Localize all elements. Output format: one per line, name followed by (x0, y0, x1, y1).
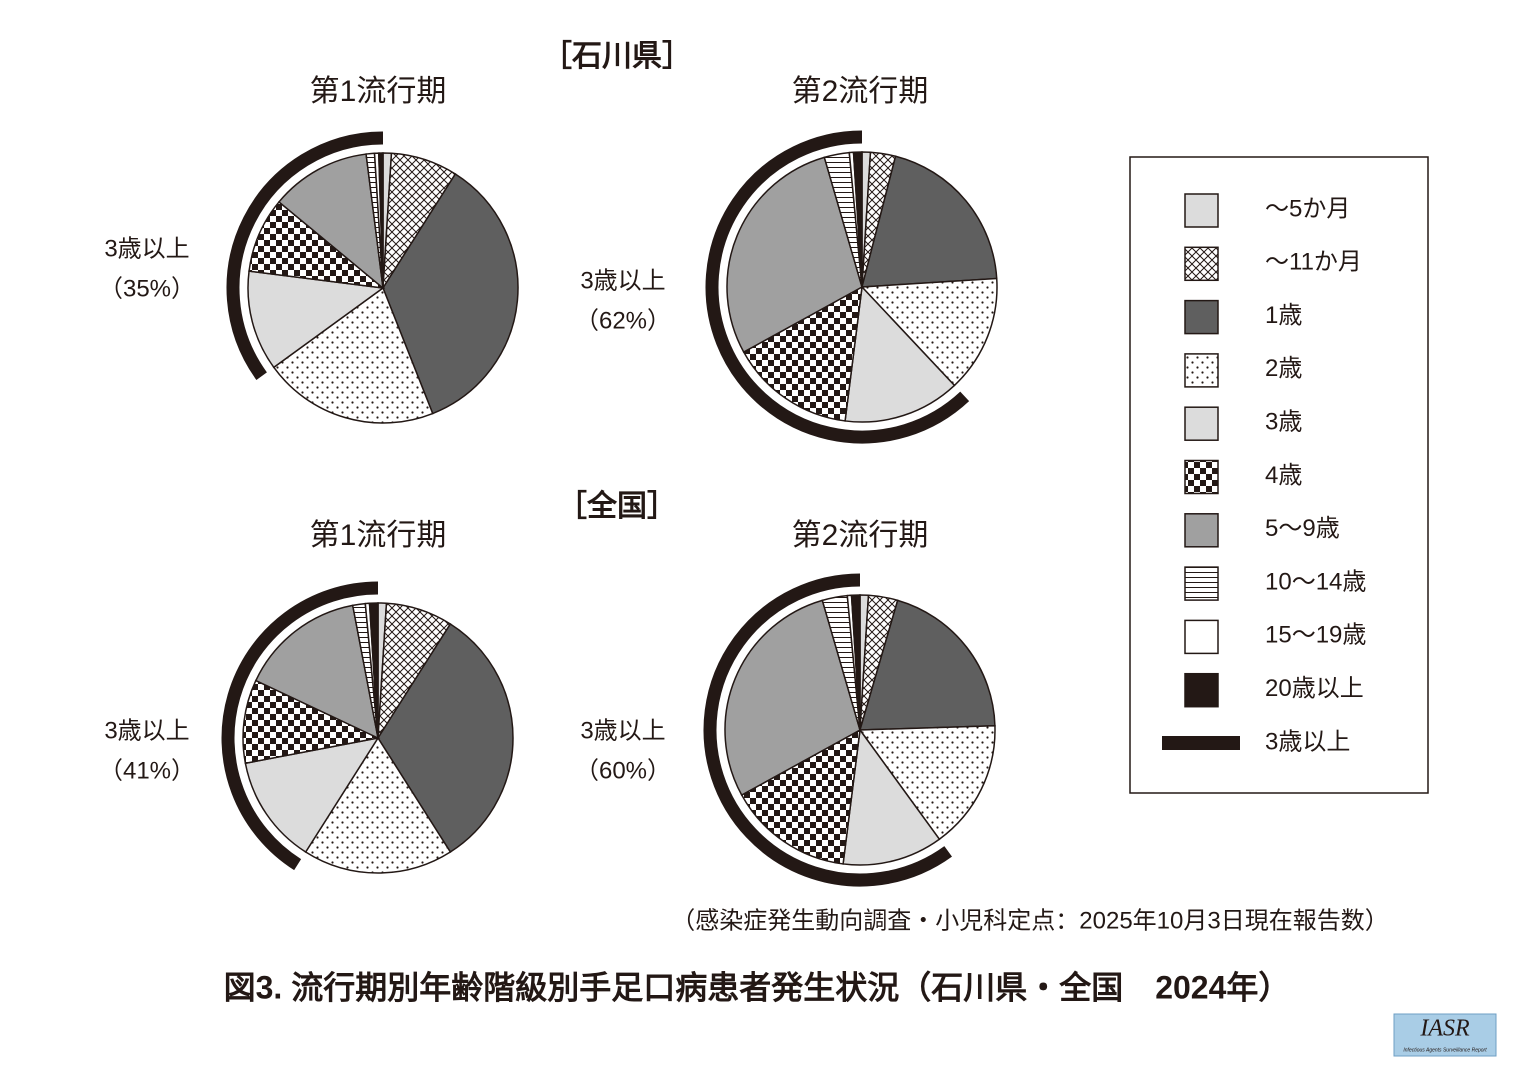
pie-slice (254, 604, 380, 740)
pie-slice (858, 599, 996, 731)
pie-slice (724, 599, 861, 797)
pie-slice (860, 277, 998, 387)
legend-label: 2歳 (1265, 355, 1302, 382)
legend-label: 10～14歳 (1265, 568, 1366, 595)
pie-slice (377, 152, 384, 289)
legend-swatch (1184, 672, 1219, 708)
legend-label: 15～19歳 (1265, 622, 1366, 649)
pie-slice (858, 724, 996, 841)
pie-slice (382, 172, 519, 415)
bracket-value: （41%） (99, 757, 195, 784)
legend-box (1129, 156, 1429, 794)
bracket-value: （60%） (575, 757, 671, 784)
pie-slice (368, 602, 379, 739)
figure-title: 図3. 流行期別年齢階級別手足口病患者発生状況（石川県・全国 2024年） (224, 969, 1291, 1005)
pie-slice (377, 622, 514, 854)
source-note: （感染症発生動向調査・小児科定点：2025年10月3日現在報告数） (671, 907, 1388, 934)
pie-slice (242, 679, 381, 765)
pie-slice (842, 728, 941, 866)
legend-label: 3歳以上 (1265, 728, 1350, 755)
logo-subtitle: Infectious Agents Surveillance Report (1403, 1047, 1487, 1053)
pie-slice (850, 594, 861, 731)
bracket-value: （62%） (575, 307, 671, 334)
bracket-value: （35%） (99, 275, 195, 302)
pie-slice (726, 156, 863, 354)
age-bracket-arc (226, 131, 384, 380)
pie-title: 第1流行期 (310, 75, 447, 108)
legend-swatch (1184, 299, 1219, 335)
logo-title: IASR (1419, 1016, 1470, 1042)
pie-slice (247, 270, 385, 369)
legend-swatch (1184, 193, 1219, 228)
pie-title: 第2流行期 (792, 519, 929, 552)
legend-label: 1歳 (1265, 302, 1302, 329)
pie-slice (844, 285, 956, 423)
legend-swatch (1184, 246, 1219, 282)
legend-swatch (1184, 566, 1219, 601)
pie-slice (244, 736, 380, 854)
pie-slice (742, 285, 863, 422)
legend-swatch (1184, 513, 1219, 548)
legend-swatch (1184, 459, 1219, 495)
age-bracket-arc (705, 130, 970, 444)
age-bracket-arc (703, 573, 952, 887)
bracket-label: 3歳以上 (580, 267, 665, 294)
group-label: ［全国］ (557, 489, 677, 523)
pie-slice (272, 286, 434, 424)
bracket-label: 3歳以上 (104, 235, 189, 262)
legend-label: 20歳以上 (1265, 675, 1364, 702)
legend-swatch (1184, 406, 1219, 441)
pie-slice (304, 736, 452, 874)
legend-swatch (1184, 619, 1219, 655)
pie-slice (861, 155, 998, 288)
legend-swatch (1184, 353, 1219, 388)
pie-slice (852, 151, 863, 288)
bracket-label: 3歳以上 (104, 717, 189, 744)
legend-label: 4歳 (1265, 462, 1302, 489)
logo-box (1393, 1013, 1497, 1057)
group-label: ［石川県］ (542, 39, 692, 73)
pie-title: 第2流行期 (792, 75, 929, 108)
legend-label: ～11か月 (1265, 249, 1362, 276)
pie-slice (277, 153, 384, 290)
legend-label: 3歳 (1265, 409, 1302, 436)
bracket-label: 3歳以上 (580, 717, 665, 744)
age-bracket-arc (221, 581, 379, 871)
pie-title: 第1流行期 (310, 519, 447, 552)
legend-label: 5～9歳 (1265, 515, 1340, 542)
legend-label: ～5か月 (1265, 195, 1350, 222)
pie-slice (740, 728, 861, 865)
